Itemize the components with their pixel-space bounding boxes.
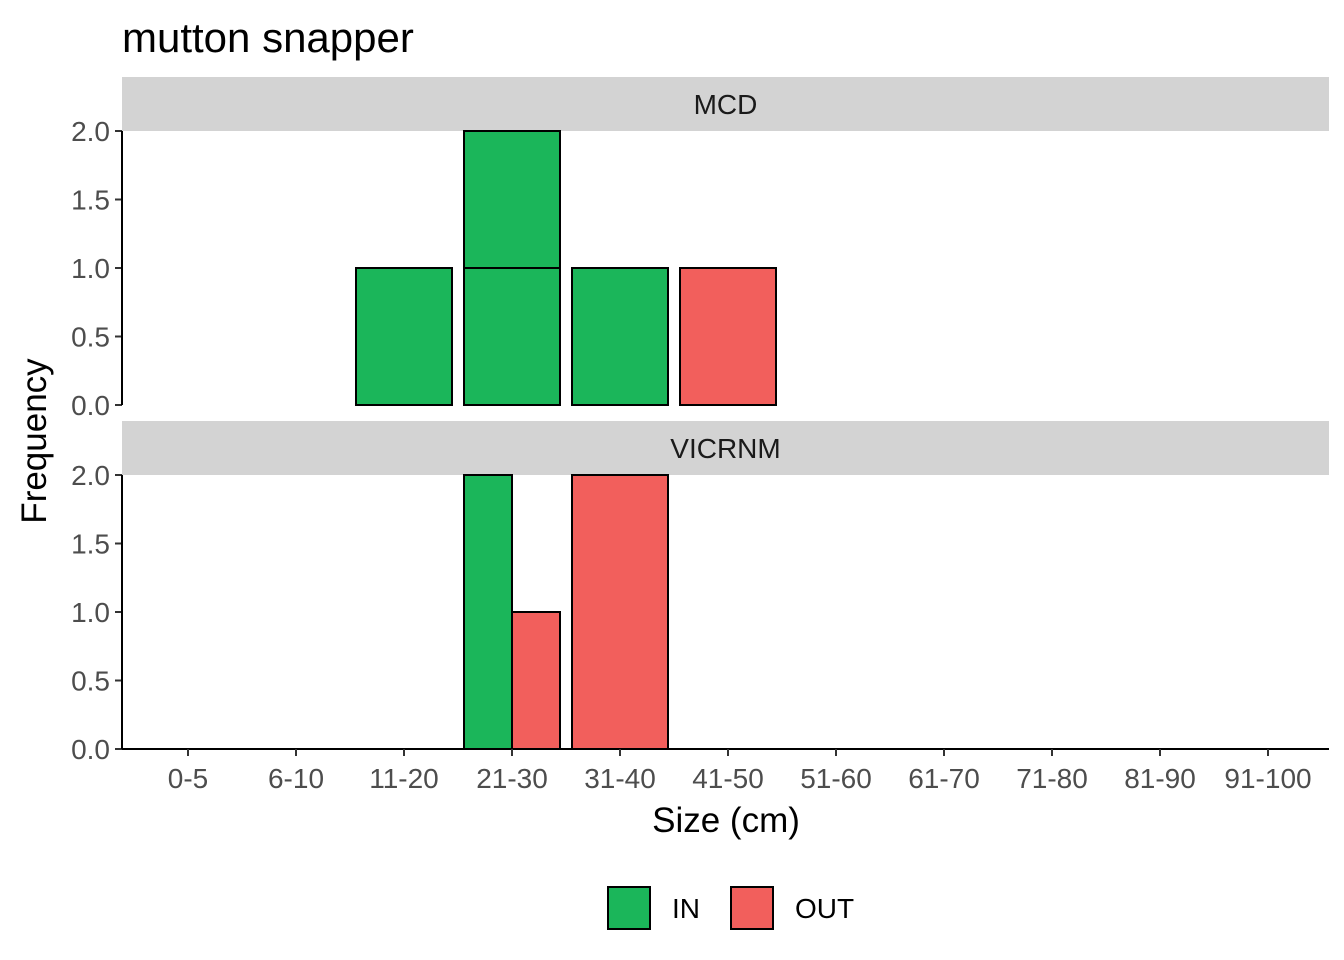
x-tick-label: 51-60: [800, 763, 872, 794]
bar-out-31-40: [571, 474, 669, 750]
legend-key-out: [730, 886, 774, 930]
legend: IN OUT: [607, 886, 854, 930]
y-tick-label: 1.0: [71, 253, 110, 284]
bar-out-41-50: [679, 267, 777, 406]
panels: MCD 0.0 0.5 1.0 1.5 2.0 VICRNM 0.0 0.5 1.0 1.5 2.0: [71, 77, 1329, 765]
bar-out-21-30: [511, 611, 561, 750]
y-tick-label: 0.5: [71, 322, 110, 353]
facet-strip: [122, 421, 1329, 475]
legend-label-in: IN: [672, 893, 700, 924]
y-tick-label: 1.5: [71, 529, 110, 560]
x-tick-label: 81-90: [1124, 763, 1196, 794]
y-tick-label: 2.0: [71, 116, 110, 147]
bar-in-21-30: [463, 474, 513, 750]
x-tick-label: 41-50: [692, 763, 764, 794]
y-tick-label: 0.0: [71, 390, 110, 421]
legend-label-out: OUT: [795, 893, 854, 924]
x-tick-label: 61-70: [908, 763, 980, 794]
panel-vicrnm: VICRNM 0.0 0.5 1.0 1.5 2.0: [71, 421, 1329, 765]
x-axis-title: Size (cm): [652, 801, 800, 840]
y-tick-label: 2.0: [71, 460, 110, 491]
x-tick-label: 11-20: [369, 763, 439, 794]
x-tick-label: 21-30: [476, 763, 548, 794]
x-tick-label: 71-80: [1016, 763, 1088, 794]
facet-strip-label: VICRNM: [670, 433, 780, 464]
bar-in-11-20: [355, 267, 453, 406]
x-tick-label: 31-40: [584, 763, 656, 794]
bar-in-21-30: [463, 130, 561, 269]
x-tick-label: 6-10: [268, 763, 324, 794]
bar-in-21-30: [463, 267, 561, 406]
y-tick-label: 0.0: [71, 734, 110, 765]
legend-key-in: [607, 886, 651, 930]
bar-in-31-40: [571, 267, 669, 406]
y-axis-title: Frequency: [15, 358, 54, 524]
y-tick-label: 1.0: [71, 597, 110, 628]
facet-strip-label: MCD: [694, 89, 758, 120]
x-axis-ticks: 0-5 6-10 11-20 21-30 31-40 41-50 51-60 61-70 71-…: [168, 749, 1312, 794]
y-tick-label: 1.5: [71, 185, 110, 216]
x-tick-label: 0-5: [168, 763, 208, 794]
x-tick-label: 91-100: [1224, 763, 1311, 794]
chart-title: mutton snapper: [122, 14, 414, 61]
facet-strip: [122, 77, 1329, 131]
panel-mcd: MCD 0.0 0.5 1.0 1.5 2.0: [71, 77, 1329, 421]
y-tick-label: 0.5: [71, 666, 110, 697]
